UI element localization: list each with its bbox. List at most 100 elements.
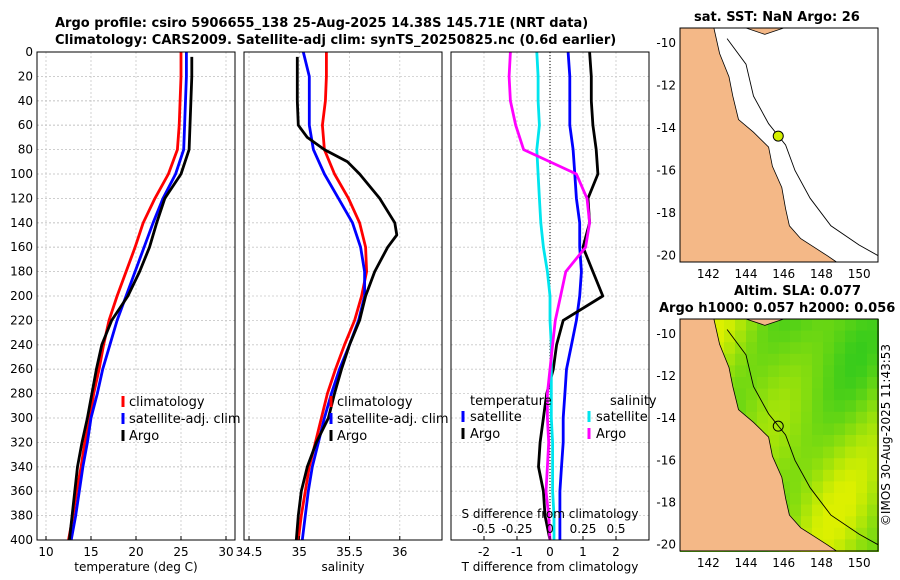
x-tick-label: 35 — [292, 545, 307, 559]
sla-cell — [812, 400, 824, 413]
sla-cell — [812, 319, 824, 332]
sla-cell — [779, 365, 791, 378]
map-x-tick-label: 150 — [848, 267, 871, 281]
map-y-tick-label: -18 — [656, 206, 676, 220]
legend-label: Argo — [337, 429, 367, 444]
sla-cell — [801, 481, 813, 494]
sla-cell — [823, 527, 835, 541]
sla-cell — [823, 377, 835, 390]
series-argo — [294, 56, 399, 541]
sla-cell — [823, 388, 835, 402]
sla-cell — [801, 330, 813, 344]
sla-cell — [779, 446, 791, 460]
sla-cell — [812, 458, 824, 471]
legend-label: Argo — [129, 429, 159, 444]
series-salinity-satellite — [535, 51, 556, 540]
legend: climatology satellite-adj. clim Argo — [329, 395, 449, 444]
sla-cell — [768, 411, 780, 425]
y-tick-label: 180 — [10, 265, 33, 279]
map-x-tick-label: 146 — [772, 556, 795, 570]
x-tick-label: 15 — [83, 545, 98, 559]
sla-cell — [845, 388, 857, 402]
sla-cell — [856, 377, 868, 390]
sla-cell — [790, 469, 802, 483]
sla-cell — [867, 411, 879, 425]
sla-cell — [867, 365, 879, 378]
sla-cell — [834, 319, 846, 332]
sla-cell — [812, 504, 824, 518]
y-tick-label: 140 — [10, 216, 33, 230]
sla-cell — [845, 423, 857, 436]
sla-cell — [823, 446, 835, 460]
x-tick-label: -1 — [511, 545, 523, 559]
sla-cell — [801, 469, 813, 483]
x-axis-label: temperature (deg C) — [74, 560, 197, 574]
sla-cell — [724, 319, 736, 332]
sla-cell — [779, 342, 791, 355]
sla-cell — [768, 330, 780, 344]
sla-cell — [724, 342, 736, 355]
x-axis-label: salinity — [321, 560, 364, 574]
y-tick-label: 300 — [10, 411, 33, 425]
sla-cell — [735, 377, 747, 390]
sla-cell — [845, 504, 857, 518]
sla-cell — [823, 330, 835, 344]
sla-cell — [735, 388, 747, 402]
x-tick-label: 34.5 — [236, 545, 263, 559]
series-argo — [68, 56, 194, 541]
sla-cell — [834, 493, 846, 506]
sla-cell — [867, 458, 879, 471]
sla-cell — [856, 330, 868, 344]
sla-cell — [812, 342, 824, 355]
sla-cell — [823, 493, 835, 506]
sla-cell — [779, 330, 791, 344]
sla-cell — [812, 411, 824, 425]
sla-cell — [856, 353, 868, 367]
sla-cell — [834, 539, 846, 552]
sla-cell — [790, 319, 802, 332]
sla-cell — [845, 481, 857, 494]
map-y-tick-label: -20 — [656, 249, 676, 263]
legend: climatology satellite-adj. clim Argo — [121, 395, 241, 444]
sla-cell — [768, 388, 780, 402]
sla-cell — [735, 365, 747, 378]
sla-cell — [856, 504, 868, 518]
y-tick-label: 40 — [18, 94, 33, 108]
legend-label: Argo — [470, 427, 500, 442]
sla-map: 142 144 146 148 150 -10 -12 -14 -16 -18 -20 — [656, 318, 879, 570]
sla-cell — [834, 353, 846, 367]
x-tick-label: 0 — [546, 545, 554, 559]
sla-cell — [823, 400, 835, 413]
x-axis-label: T difference from climatology — [461, 560, 639, 574]
map-x-tick-label: 144 — [735, 556, 758, 570]
y-tick-label: 200 — [10, 289, 33, 303]
sla-cell — [790, 330, 802, 344]
legend-header-temperature: temperature — [470, 394, 552, 409]
sla-cell — [823, 411, 835, 425]
x-tick-label: 35.5 — [336, 545, 363, 559]
land-mass — [679, 318, 838, 552]
sla-cell — [834, 330, 846, 344]
sla-cell — [801, 423, 813, 436]
map-y-tick-label: -20 — [656, 538, 676, 552]
sla-cell — [790, 504, 802, 518]
sla-cell — [834, 481, 846, 494]
legend-label: Argo — [596, 427, 626, 442]
sla-cell — [724, 330, 736, 344]
y-tick-label: 260 — [10, 362, 33, 376]
series-satellite — [69, 52, 188, 541]
sla-cell — [867, 539, 879, 552]
sla-cell — [845, 342, 857, 355]
map-frame — [679, 318, 879, 552]
sla-cell — [790, 400, 802, 413]
sla-cell — [801, 377, 813, 390]
bathymetry-contour — [726, 329, 879, 546]
y-tick-label: 160 — [10, 240, 33, 254]
sla-cell — [757, 365, 769, 378]
y-tick-label: 20 — [18, 69, 33, 83]
sla-cell — [834, 435, 846, 448]
sla-cell — [790, 365, 802, 378]
sst-map-title: sat. SST: NaN Argo: 26 — [694, 10, 860, 25]
sla-map-title: Altim. SLA: 0.077 — [734, 284, 861, 299]
